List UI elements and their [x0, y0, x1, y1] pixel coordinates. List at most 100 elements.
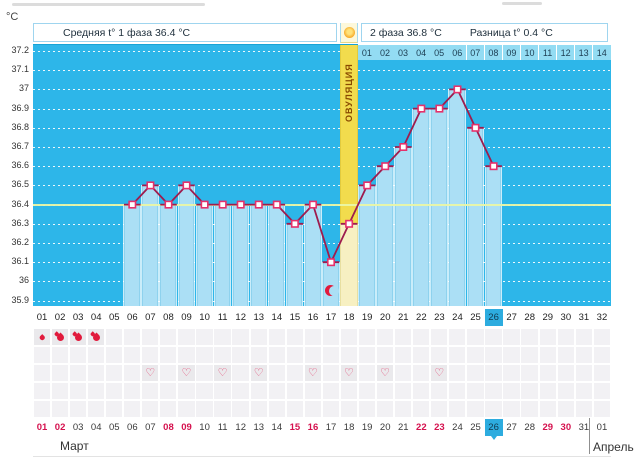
date-cell[interactable]: 01 [36, 422, 48, 433]
cycle-day-cell[interactable]: 03 [72, 312, 84, 323]
symbol-cell[interactable] [232, 401, 249, 417]
symbol-cell[interactable] [449, 401, 466, 417]
symbol-cell[interactable] [69, 329, 87, 345]
symbol-cell[interactable] [142, 401, 159, 417]
symbol-cell[interactable] [286, 347, 303, 363]
date-cell[interactable]: 03 [72, 422, 84, 433]
symbol-cell[interactable] [322, 401, 340, 417]
symbol-cell[interactable] [485, 347, 502, 363]
symbol-cell[interactable] [413, 347, 430, 363]
symbol-cell[interactable] [286, 401, 303, 417]
cycle-day-cell[interactable]: 18 [343, 312, 355, 323]
symbol-cell[interactable]: ♡ [431, 365, 448, 381]
symbol-cell[interactable] [376, 383, 394, 399]
symbol-cell[interactable] [196, 383, 213, 399]
cycle-day-cell[interactable]: 08 [163, 312, 174, 323]
symbol-cell[interactable] [160, 347, 177, 363]
date-cell[interactable]: 04 [90, 422, 102, 433]
symbol-cell[interactable]: ♡ [304, 365, 321, 381]
date-cell-april[interactable]: 01 [596, 422, 608, 433]
symbol-cell[interactable] [160, 365, 177, 381]
symbol-cell[interactable] [503, 365, 520, 381]
symbol-cell[interactable] [268, 383, 285, 399]
symbol-cell[interactable] [178, 401, 195, 417]
cycle-day-cell[interactable]: 20 [379, 312, 391, 323]
symbol-cell[interactable] [51, 365, 69, 381]
symbol-cell[interactable] [485, 365, 502, 381]
symbol-cell[interactable] [593, 329, 610, 345]
cycle-day-cell[interactable]: 04 [90, 312, 102, 323]
symbol-cell[interactable] [268, 329, 285, 345]
symbol-cell[interactable] [268, 401, 285, 417]
symbol-cell[interactable] [593, 383, 610, 399]
symbol-cell[interactable] [557, 365, 574, 381]
symbol-cell[interactable] [69, 347, 87, 363]
symbol-cell[interactable] [539, 383, 556, 399]
symbol-cell[interactable] [449, 383, 466, 399]
date-cell[interactable]: 14 [271, 422, 283, 433]
symbol-cell[interactable] [160, 329, 177, 345]
symbol-cell[interactable] [232, 365, 249, 381]
symbol-cell[interactable] [196, 401, 213, 417]
symbol-cell[interactable] [232, 383, 249, 399]
symbol-cell[interactable] [322, 365, 340, 381]
symbol-cell[interactable] [503, 401, 520, 417]
date-cell[interactable]: 05 [108, 422, 120, 433]
symbol-cell[interactable] [467, 365, 484, 381]
symbol-cell[interactable] [575, 383, 592, 399]
symbol-cell[interactable] [87, 401, 105, 417]
symbol-cell[interactable] [467, 329, 484, 345]
symbol-cell[interactable] [232, 329, 249, 345]
symbol-cell[interactable] [124, 347, 141, 363]
date-cell[interactable]: 11 [217, 422, 228, 433]
symbol-cell[interactable] [395, 401, 412, 417]
symbol-cell[interactable] [304, 383, 321, 399]
date-cell[interactable]: 24 [452, 422, 463, 433]
symbol-cell[interactable] [521, 329, 538, 345]
symbol-cell[interactable] [539, 401, 556, 417]
symbol-cell[interactable] [286, 383, 303, 399]
symbol-cell[interactable] [51, 347, 69, 363]
symbol-cell[interactable] [395, 365, 412, 381]
symbol-cell[interactable] [268, 365, 285, 381]
symbol-cell[interactable]: ♡ [178, 365, 195, 381]
symbol-cell[interactable] [51, 401, 69, 417]
date-cell[interactable]: 21 [397, 422, 409, 433]
symbol-cell[interactable] [142, 383, 159, 399]
symbol-cell[interactable] [178, 383, 195, 399]
cycle-day-cell[interactable]: 31 [578, 312, 590, 323]
symbol-cell[interactable] [593, 347, 610, 363]
date-cell[interactable]: 17 [325, 422, 337, 433]
symbol-cell[interactable] [69, 383, 87, 399]
symbol-cell[interactable] [557, 329, 574, 345]
symbol-cell[interactable] [413, 365, 430, 381]
symbol-cell[interactable] [124, 329, 141, 345]
symbol-cell[interactable] [395, 329, 412, 345]
symbol-cell[interactable] [178, 347, 195, 363]
date-cell[interactable]: 31 [578, 422, 590, 433]
date-cell[interactable]: 07 [145, 422, 156, 433]
symbol-cell[interactable] [431, 347, 448, 363]
cycle-day-cell[interactable]: 23 [434, 312, 445, 323]
symbol-cell[interactable] [467, 347, 484, 363]
date-cell[interactable]: 10 [199, 422, 210, 433]
symbol-cell[interactable] [51, 383, 69, 399]
symbol-cell[interactable] [485, 329, 502, 345]
date-cell[interactable]: 15 [289, 422, 301, 433]
cycle-day-cell[interactable]: 10 [199, 312, 210, 323]
symbol-cell[interactable] [575, 401, 592, 417]
cycle-day-cell[interactable]: 25 [470, 312, 481, 323]
cycle-day-cell[interactable]: 27 [506, 312, 517, 323]
symbol-cell[interactable] [69, 401, 87, 417]
symbol-cell[interactable]: ♡ [340, 365, 358, 381]
symbol-cell[interactable] [340, 401, 358, 417]
symbol-cell[interactable]: ♡ [214, 365, 231, 381]
symbol-cell[interactable] [395, 383, 412, 399]
symbol-cell[interactable] [449, 347, 466, 363]
symbol-cell[interactable] [358, 401, 376, 417]
date-cell[interactable]: 29 [542, 422, 554, 433]
symbol-cell[interactable] [358, 329, 376, 345]
cycle-day-cell[interactable]: 01 [36, 312, 48, 323]
symbol-cell[interactable] [358, 383, 376, 399]
symbol-cell[interactable] [557, 383, 574, 399]
